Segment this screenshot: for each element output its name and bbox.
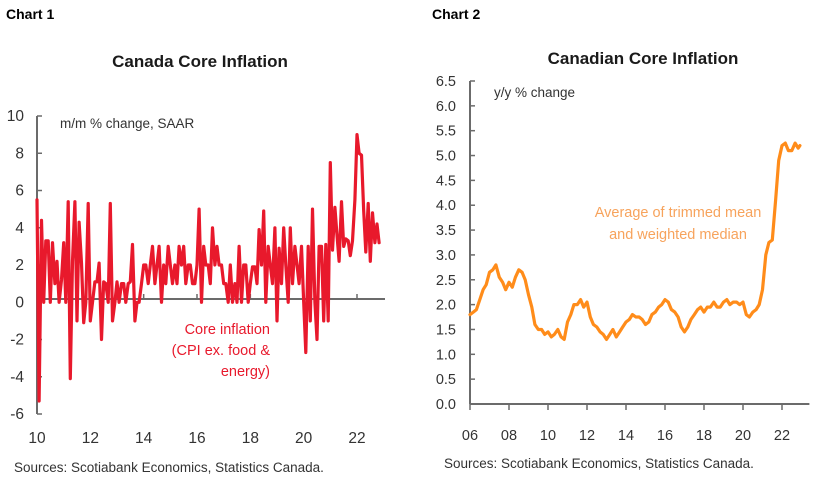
y-tick-label: 5.5 — [436, 124, 456, 140]
series-annotation: (CPI ex. food & — [172, 343, 271, 359]
y-tick-label: 6.0 — [436, 99, 456, 115]
y-tick-label: 2 — [15, 257, 24, 274]
x-tick-label: 14 — [618, 428, 634, 444]
y-tick-label: 3.5 — [436, 223, 456, 239]
x-tick-label: 20 — [295, 430, 313, 447]
x-tick-label: 18 — [242, 430, 259, 447]
x-tick-label: 16 — [188, 430, 205, 447]
chart2-label: Chart 2 — [432, 6, 481, 22]
x-tick-label: 14 — [135, 430, 153, 447]
y-tick-label: 6.5 — [436, 74, 456, 90]
series-annotation: and weighted median — [609, 227, 747, 243]
x-tick-label: 18 — [696, 428, 712, 444]
x-tick-label: 12 — [579, 428, 595, 444]
x-tick-label: 10 — [28, 430, 46, 447]
y-tick-label: -2 — [10, 332, 24, 349]
series-annotation: energy) — [221, 364, 270, 380]
chart2-source: Sources: Scotiabank Economics, Statistic… — [444, 456, 754, 471]
series-annotation: Average of trimmed mean — [595, 205, 762, 221]
y-tick-label: 6 — [15, 183, 24, 200]
y-tick-label: -4 — [10, 369, 24, 386]
y-tick-label: 4 — [15, 220, 24, 237]
y-tick-label: 3.0 — [436, 248, 456, 264]
x-tick-label: 08 — [501, 428, 517, 444]
y-tick-label: 4.0 — [436, 198, 456, 214]
y-tick-label: 1.0 — [436, 347, 456, 363]
y-tick-label: 10 — [7, 108, 25, 125]
y-tick-label: 5.0 — [436, 149, 456, 165]
series-annotation: Core inflation — [185, 322, 270, 338]
x-tick-label: 06 — [462, 428, 478, 444]
x-tick-label: 12 — [82, 430, 99, 447]
chart1-source: Sources: Scotiabank Economics, Statistic… — [14, 460, 324, 475]
y-tick-label: 8 — [15, 145, 24, 162]
x-tick-label: 10 — [540, 428, 556, 444]
chart1-canada-core-inflation: Canada Core Inflation m/m % change, SAAR… — [7, 52, 385, 475]
y-tick-label: 0.0 — [436, 397, 456, 413]
chart1-unit-label: m/m % change, SAAR — [60, 116, 195, 131]
y-tick-label: 2.5 — [436, 273, 456, 289]
y-tick-label: 2.0 — [436, 298, 456, 314]
x-tick-label: 20 — [735, 428, 751, 444]
chart1-label: Chart 1 — [6, 6, 55, 22]
x-tick-label: 22 — [774, 428, 790, 444]
y-tick-label: -6 — [10, 406, 24, 423]
chart2-unit-label: y/y % change — [494, 85, 575, 100]
x-tick-label: 22 — [348, 430, 365, 447]
y-tick-label: 0 — [15, 294, 24, 311]
chart2-title: Canadian Core Inflation — [548, 49, 739, 68]
x-tick-label: 16 — [657, 428, 673, 444]
y-tick-label: 4.5 — [436, 173, 456, 189]
chart1-title: Canada Core Inflation — [112, 52, 288, 71]
y-tick-label: 1.5 — [436, 322, 456, 338]
y-tick-label: 0.5 — [436, 372, 456, 388]
